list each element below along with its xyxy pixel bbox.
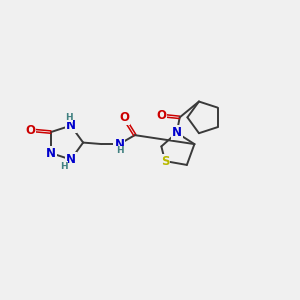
Text: N: N [46, 147, 56, 160]
Text: H: H [65, 113, 73, 122]
Text: N: N [114, 138, 124, 151]
Text: O: O [119, 111, 129, 124]
Text: O: O [26, 124, 35, 137]
Text: N: N [66, 119, 76, 132]
Text: O: O [156, 110, 166, 122]
Text: N: N [172, 126, 182, 139]
Text: S: S [161, 154, 169, 168]
Text: N: N [66, 153, 76, 166]
Text: H: H [116, 146, 124, 155]
Text: H: H [61, 162, 68, 171]
